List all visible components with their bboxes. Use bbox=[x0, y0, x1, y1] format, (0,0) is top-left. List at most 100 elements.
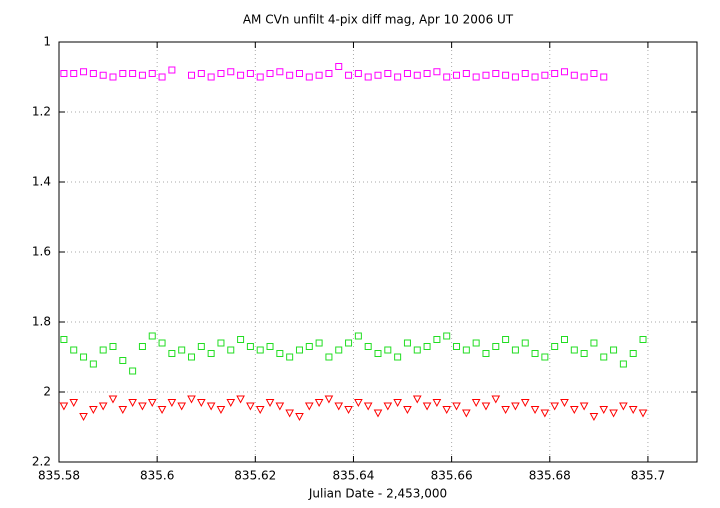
point bbox=[109, 343, 117, 350]
point bbox=[196, 399, 206, 408]
point bbox=[227, 346, 235, 354]
point bbox=[384, 70, 392, 77]
point bbox=[570, 71, 578, 79]
point bbox=[345, 71, 353, 79]
point bbox=[275, 402, 285, 411]
point bbox=[590, 70, 598, 77]
point bbox=[237, 336, 245, 343]
point bbox=[325, 353, 333, 361]
point bbox=[521, 70, 529, 77]
point bbox=[89, 406, 98, 415]
point bbox=[256, 346, 264, 354]
point bbox=[99, 71, 107, 79]
point bbox=[167, 399, 177, 408]
point bbox=[207, 73, 215, 81]
point bbox=[79, 413, 88, 422]
point bbox=[433, 336, 441, 343]
point bbox=[610, 346, 618, 354]
point bbox=[158, 73, 166, 81]
point bbox=[570, 346, 578, 354]
y-tick-label: 1 bbox=[43, 35, 51, 49]
point bbox=[453, 343, 461, 350]
point bbox=[285, 409, 294, 418]
point bbox=[422, 402, 432, 411]
point bbox=[579, 402, 589, 411]
point bbox=[432, 399, 442, 408]
point bbox=[354, 70, 362, 77]
point bbox=[157, 406, 167, 415]
point bbox=[216, 406, 226, 415]
point bbox=[453, 71, 461, 79]
point bbox=[217, 339, 225, 347]
y-tick-label: 1.6 bbox=[32, 245, 51, 259]
point bbox=[325, 70, 333, 77]
point bbox=[413, 346, 421, 354]
point bbox=[491, 395, 501, 404]
point bbox=[541, 71, 549, 79]
point bbox=[600, 353, 608, 361]
point bbox=[344, 406, 353, 415]
point bbox=[188, 353, 196, 361]
point bbox=[315, 339, 323, 347]
point bbox=[129, 367, 137, 375]
point bbox=[600, 73, 608, 81]
point bbox=[492, 70, 500, 77]
point bbox=[158, 339, 166, 347]
point bbox=[345, 339, 353, 347]
point bbox=[168, 350, 176, 357]
point bbox=[227, 68, 235, 76]
point bbox=[442, 406, 452, 415]
point bbox=[472, 73, 480, 81]
point bbox=[59, 402, 69, 411]
point bbox=[472, 339, 480, 347]
y-tick-label: 2.2 bbox=[32, 455, 51, 469]
point bbox=[226, 399, 236, 408]
point bbox=[471, 399, 481, 408]
point bbox=[108, 395, 118, 404]
point bbox=[148, 332, 156, 340]
point bbox=[256, 73, 264, 81]
point bbox=[481, 402, 491, 411]
point bbox=[89, 70, 97, 77]
point bbox=[80, 68, 88, 76]
point bbox=[412, 395, 422, 404]
point bbox=[324, 395, 334, 404]
point bbox=[541, 353, 549, 361]
point bbox=[255, 406, 265, 415]
point bbox=[619, 402, 628, 411]
point bbox=[403, 70, 411, 77]
point bbox=[374, 350, 382, 357]
point bbox=[462, 346, 470, 354]
point bbox=[492, 343, 500, 350]
point bbox=[354, 332, 362, 340]
point bbox=[70, 70, 78, 77]
point bbox=[246, 402, 255, 411]
point bbox=[364, 73, 372, 81]
x-tick-label: 835.68 bbox=[529, 469, 571, 483]
point bbox=[462, 409, 471, 418]
point bbox=[551, 343, 559, 350]
point bbox=[276, 68, 284, 76]
point bbox=[511, 73, 519, 81]
point bbox=[118, 406, 128, 415]
point bbox=[560, 399, 569, 408]
x-tick-label: 835.64 bbox=[332, 469, 374, 483]
point bbox=[305, 343, 313, 350]
point bbox=[639, 336, 647, 343]
y-tick-label: 1.8 bbox=[32, 315, 51, 329]
point bbox=[236, 395, 245, 404]
point bbox=[305, 73, 313, 81]
point bbox=[531, 350, 539, 357]
point bbox=[80, 353, 88, 361]
point bbox=[295, 346, 303, 354]
point bbox=[580, 73, 588, 81]
point bbox=[286, 353, 294, 361]
point bbox=[207, 350, 215, 357]
point bbox=[443, 73, 451, 81]
point bbox=[138, 343, 146, 350]
point bbox=[304, 402, 314, 411]
point bbox=[393, 399, 402, 408]
point bbox=[530, 406, 540, 415]
point bbox=[433, 68, 441, 76]
